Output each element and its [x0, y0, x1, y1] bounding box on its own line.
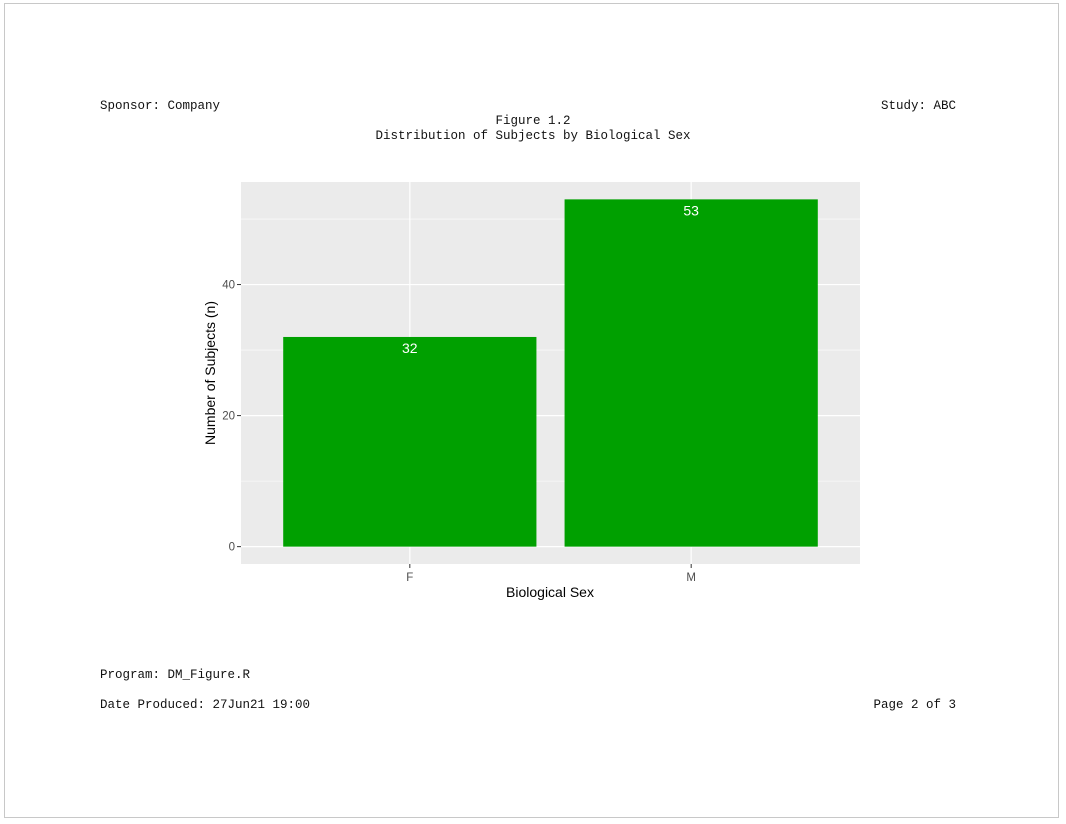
- y-tick-label: 0: [229, 542, 235, 554]
- y-tick-label: 20: [222, 411, 235, 423]
- page-number-label: Page 2 of 3: [873, 698, 956, 712]
- figure-number: Figure 1.2: [495, 114, 571, 128]
- y-axis: 0 20 40: [222, 280, 241, 554]
- figure-title: Distribution of Subjects by Biological S…: [375, 129, 691, 143]
- bar-value-label: 32: [402, 340, 418, 356]
- study-label: Study: ABC: [880, 99, 956, 113]
- x-tick-label: F: [406, 572, 413, 584]
- bar-value-label: 53: [683, 202, 699, 218]
- bar-M: [564, 199, 818, 547]
- y-tick-label: 40: [222, 280, 235, 292]
- program-label: Program: DM_Figure.R: [100, 668, 251, 682]
- bar-F: [283, 336, 537, 547]
- y-axis-title: Number of Subjects (n): [202, 301, 218, 445]
- sponsor-label: Sponsor: Company: [100, 99, 221, 113]
- x-tick-label: M: [686, 572, 696, 584]
- x-axis-title: Biological Sex: [506, 584, 594, 600]
- date-produced-label: Date Produced: 27Jun21 19:00: [100, 698, 311, 712]
- bars: [283, 199, 818, 547]
- bar-labels: 32 53: [402, 202, 699, 356]
